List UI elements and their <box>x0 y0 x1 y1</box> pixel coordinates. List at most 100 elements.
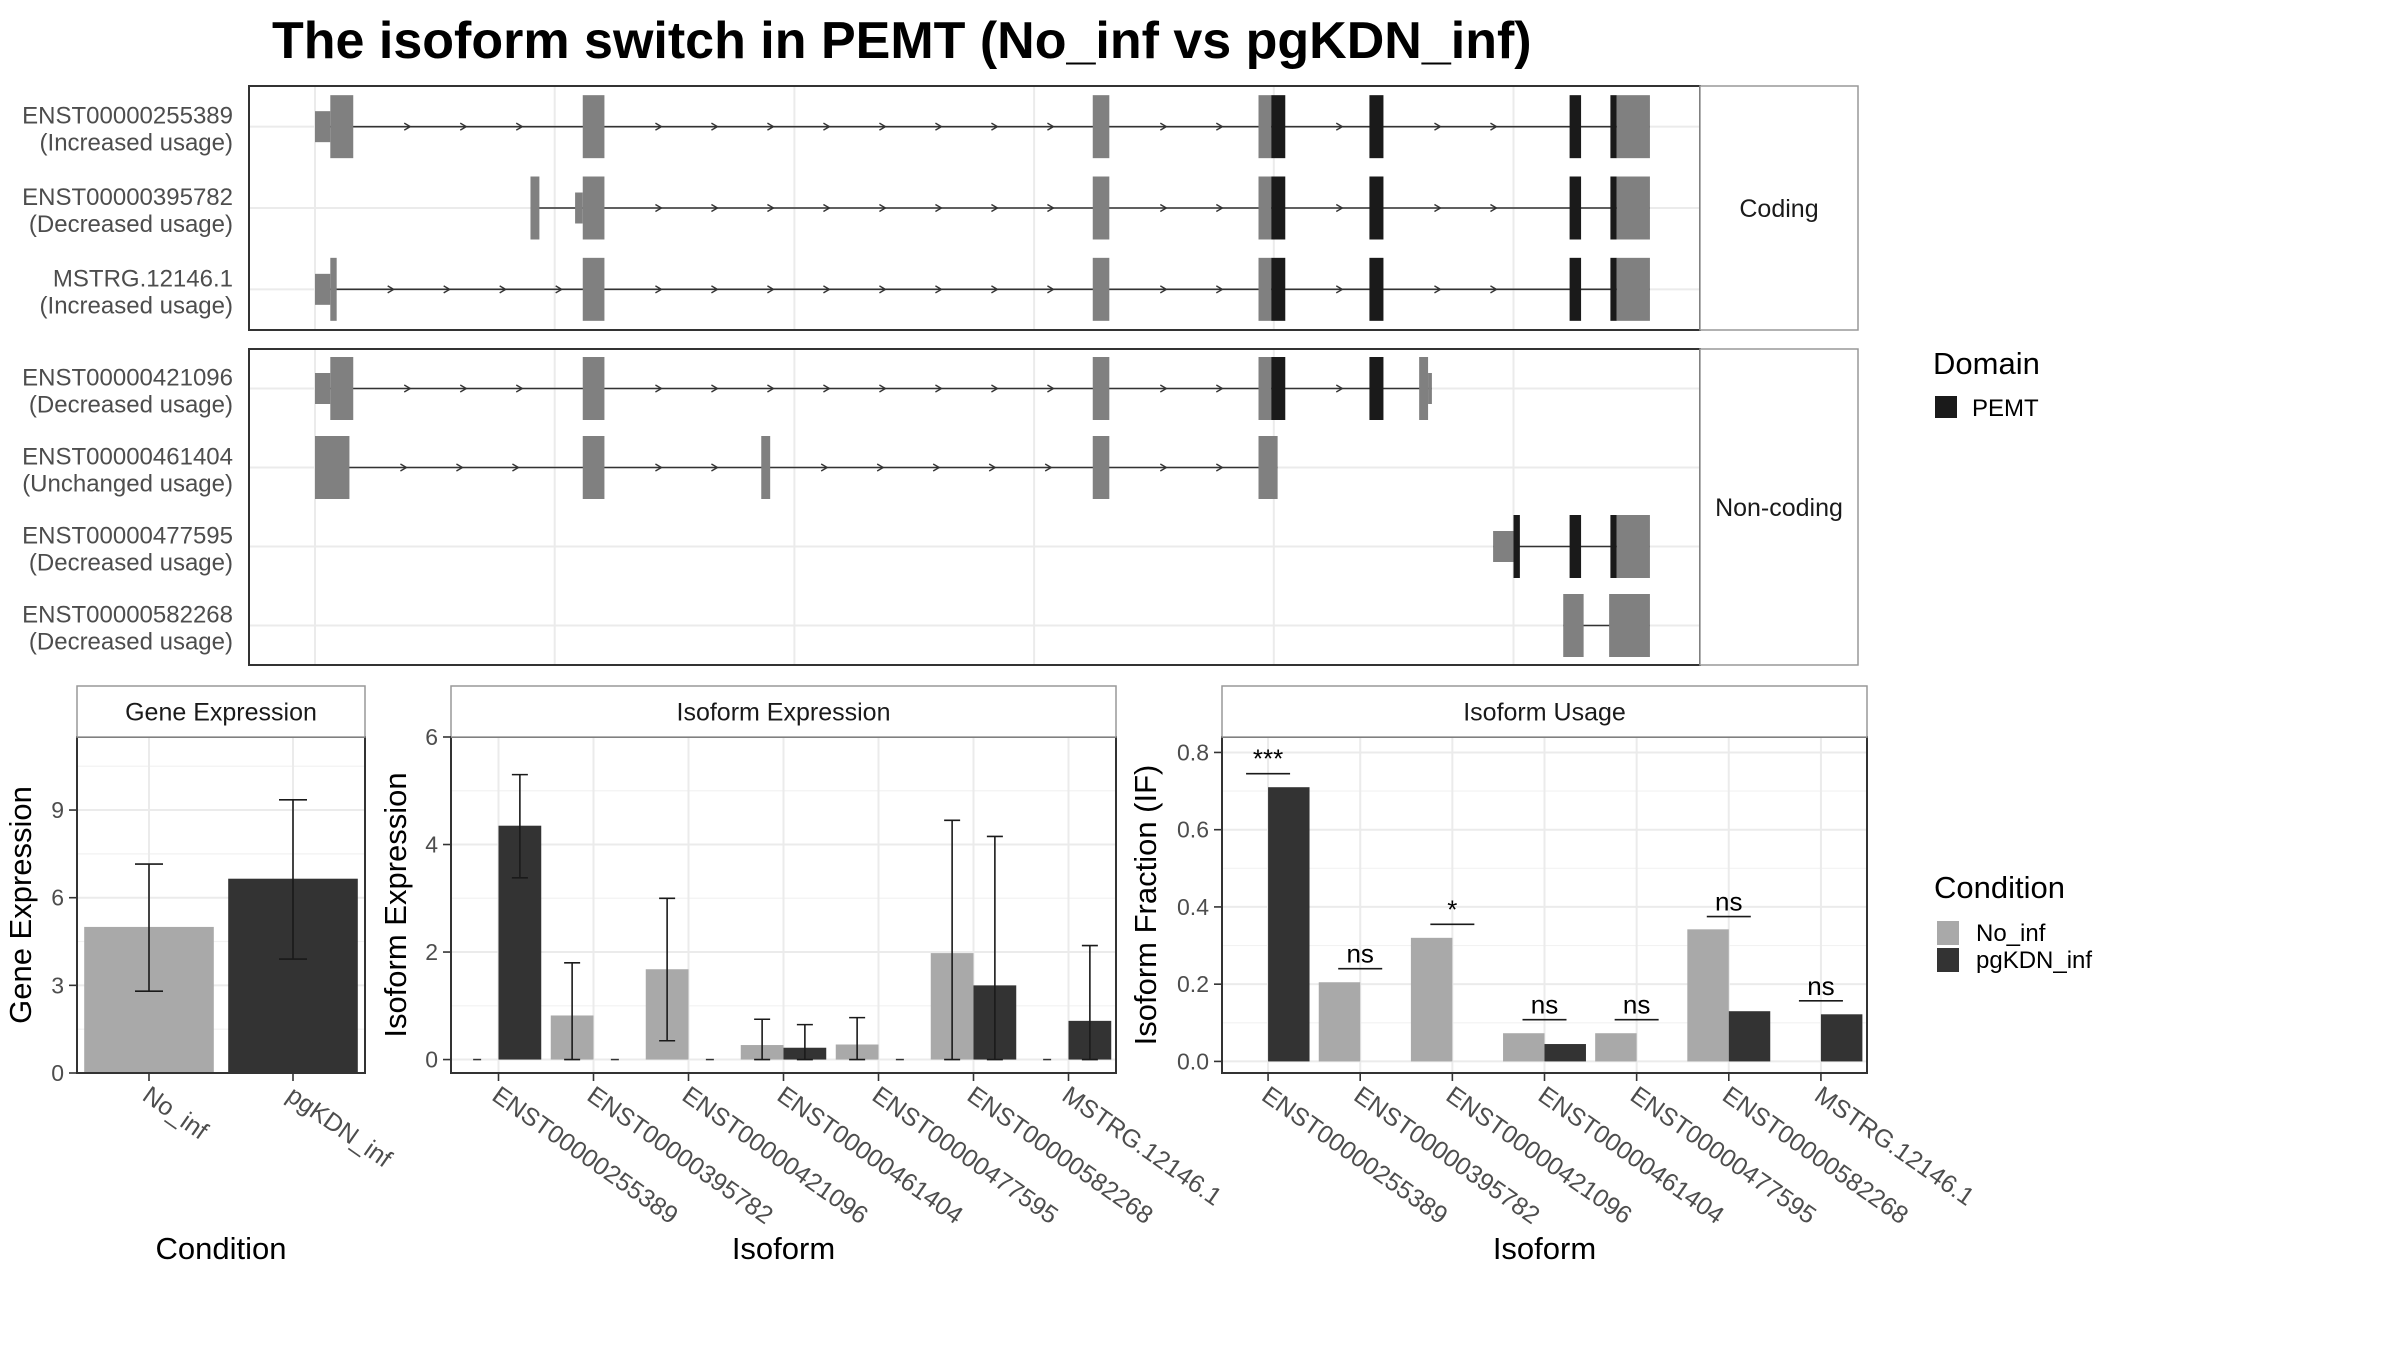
exon-utr <box>1092 176 1110 240</box>
intron-direction-arrow <box>403 122 412 131</box>
transcript-id-label: ENST00000421096 <box>22 365 233 392</box>
domain-legend-label: PEMT <box>1972 395 2039 422</box>
y-tick-label: 0.0 <box>1177 1048 1209 1074</box>
y-tick-label: 4 <box>425 832 438 858</box>
exon-domain-pemt <box>1610 257 1617 321</box>
facet-strip-right <box>1699 85 1859 331</box>
domain-legend-swatch <box>1935 396 1957 418</box>
exon-utr <box>761 436 771 499</box>
exon-domain-pemt <box>1369 357 1384 420</box>
exon-domain-pemt <box>1569 515 1582 578</box>
exon-utr-thin <box>315 273 331 305</box>
transcript-usage-label: (Decreased usage) <box>29 211 233 238</box>
exon-domain-pemt <box>1271 176 1286 240</box>
data-bar <box>1503 1033 1545 1062</box>
intron-direction-arrow <box>935 203 943 213</box>
data-bar <box>1318 982 1361 1062</box>
data-bar <box>1410 937 1453 1062</box>
intron-direction-arrow <box>767 285 775 294</box>
exon-domain-pemt <box>1271 257 1286 321</box>
significance-label: * <box>1447 894 1457 924</box>
intron-direction-arrow <box>711 285 719 294</box>
intron-direction-arrow <box>988 463 997 472</box>
intron-direction-arrow <box>879 122 887 131</box>
exon-utr <box>582 357 605 420</box>
exon-utr <box>330 357 354 420</box>
facet-strip-top <box>1221 685 1868 738</box>
intron-direction-arrow <box>935 285 943 294</box>
exon-utr-thin <box>1428 373 1432 404</box>
intron-direction-arrow <box>991 384 999 393</box>
intron-direction-arrow <box>1490 122 1498 131</box>
intron-direction-arrow <box>823 122 831 131</box>
data-bar <box>1595 1033 1637 1062</box>
exon-utr-thin <box>315 373 331 404</box>
transcript-usage-label: (Decreased usage) <box>29 550 233 577</box>
intron-direction-arrow <box>1215 285 1224 294</box>
intron-direction-arrow <box>515 384 524 393</box>
significance-label: *** <box>1253 744 1283 774</box>
exon-domain-pemt <box>1513 515 1520 578</box>
facet-strip-label: Coding <box>1739 195 1818 223</box>
intron-direction-arrow <box>1215 384 1224 393</box>
exon-utr <box>530 176 540 240</box>
exon-utr <box>1092 95 1110 159</box>
intron-direction-arrow <box>823 285 831 294</box>
facet-strip-right <box>1699 348 1859 666</box>
y-tick-label: 6 <box>425 724 438 750</box>
x-tick-label: MSTRG.12146.1 <box>1809 1081 1979 1212</box>
data-bar <box>1687 929 1729 1062</box>
significance-label: ns <box>1346 939 1373 969</box>
condition-legend-swatch <box>1937 921 1959 945</box>
exon-utr <box>582 436 605 499</box>
exon-domain-pemt <box>1271 95 1286 159</box>
intron-direction-arrow <box>1044 463 1053 472</box>
exon-utr <box>1609 594 1650 657</box>
exon-utr <box>1258 257 1272 321</box>
intron-direction-arrow <box>655 203 663 213</box>
transcript-usage-label: (Unchanged usage) <box>22 471 233 498</box>
intron-direction-arrow <box>879 384 887 393</box>
intron-direction-arrow <box>443 285 452 294</box>
condition-legend-label: pgKDN_inf <box>1976 947 2092 974</box>
transcript-usage-label: (Increased usage) <box>40 130 233 157</box>
intron-direction-arrow <box>1490 285 1498 294</box>
data-bar <box>1544 1044 1586 1062</box>
transcript-structure-panel: ENST00000255389(Increased usage) ENST0000… <box>22 85 1859 666</box>
intron-direction-arrow <box>515 122 524 131</box>
domain-legend: Domain PEMT <box>1933 346 2040 422</box>
exon-utr-thin <box>575 192 583 224</box>
exon-domain-pemt <box>1610 95 1617 159</box>
exon-utr <box>582 95 605 159</box>
intron-direction-arrow <box>655 122 663 131</box>
transcript-id-label: MSTRG.12146.1 <box>53 265 233 292</box>
intron-direction-arrow <box>655 285 663 294</box>
condition-legend-title: Condition <box>1934 870 2065 905</box>
intron-direction-arrow <box>711 203 719 213</box>
intron-direction-arrow <box>655 384 663 393</box>
exon-utr <box>1258 95 1272 159</box>
significance-label: ns <box>1623 990 1650 1020</box>
domain-legend-title: Domain <box>1933 346 2040 381</box>
exon-utr <box>1092 257 1110 321</box>
intron-direction-arrow <box>1335 384 1344 393</box>
y-axis-title: Gene Expression <box>3 786 38 1024</box>
intron-direction-arrow <box>1047 122 1055 131</box>
transcript-id-label: ENST00000255389 <box>22 103 233 130</box>
facet-strip-top <box>450 685 1117 738</box>
transcript-id-label: ENST00000477595 <box>22 523 233 550</box>
intron-direction-arrow <box>499 285 508 294</box>
significance-label: ns <box>1807 971 1834 1001</box>
significance-label: ns <box>1715 887 1742 917</box>
transcript-id-label: ENST00000461404 <box>22 444 233 471</box>
y-tick-label: 0.4 <box>1177 894 1209 920</box>
exon-utr <box>1563 594 1584 657</box>
y-tick-label: 3 <box>51 972 64 998</box>
facet-strip-label: Isoform Usage <box>1463 699 1626 727</box>
exon-utr <box>330 95 354 159</box>
x-axis-title: Isoform <box>1493 1231 1596 1266</box>
intron-direction-arrow <box>400 463 408 472</box>
intron-direction-arrow <box>991 203 999 213</box>
intron-direction-arrow <box>1047 203 1055 213</box>
exon-domain-pemt <box>1610 176 1617 240</box>
